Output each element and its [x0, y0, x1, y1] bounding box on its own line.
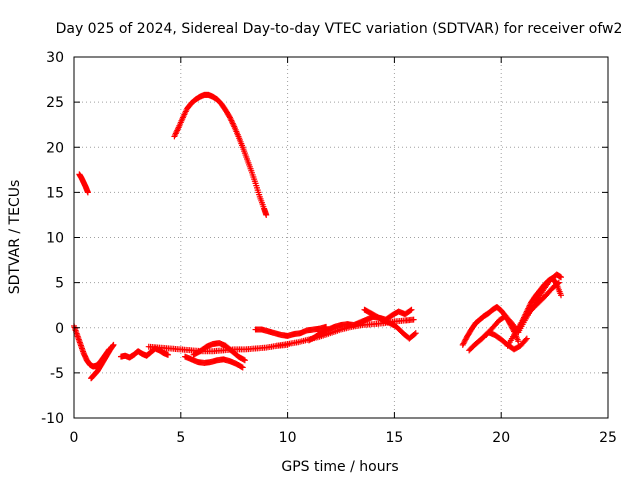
data-point: [238, 363, 245, 370]
y-tick-label: 20: [46, 140, 64, 156]
data-point: [412, 330, 419, 337]
y-tick-label: 10: [46, 231, 64, 247]
data-point: [558, 274, 565, 281]
data-point: [554, 280, 561, 287]
data-point: [522, 336, 529, 343]
data-points: [71, 91, 565, 382]
series-arc-4: [88, 341, 117, 382]
grid: [74, 57, 608, 418]
y-tick-label: -10: [41, 411, 64, 427]
data-point: [84, 189, 91, 196]
y-tick-label: 5: [55, 276, 64, 292]
data-point: [410, 316, 417, 323]
data-point: [263, 211, 270, 218]
data-point: [408, 306, 415, 313]
y-tick-label: 15: [46, 185, 64, 201]
series-arc-1: [76, 171, 91, 196]
series-arc-11: [305, 306, 415, 344]
series-arc-12: [361, 306, 419, 342]
data-point: [523, 335, 530, 342]
data-point: [558, 292, 565, 299]
data-point: [239, 364, 246, 371]
series-arc-17: [504, 279, 562, 349]
data-point: [241, 357, 248, 364]
y-tick-label: 0: [55, 321, 64, 337]
data-point: [164, 351, 171, 358]
y-tick-label: -5: [50, 366, 64, 382]
series-arc-3: [71, 322, 113, 370]
data-point: [515, 338, 522, 345]
x-tick-label: 5: [176, 430, 185, 446]
x-tick-label: 0: [70, 430, 79, 446]
data-point: [411, 331, 418, 338]
x-axis-label: GPS time / hours: [281, 459, 398, 475]
x-tick-label: 25: [599, 430, 617, 446]
series-arc-2: [171, 91, 270, 218]
x-tick-label: 10: [279, 430, 297, 446]
series-arc-9: [252, 323, 330, 339]
series-arc-5: [117, 345, 171, 361]
data-point: [240, 356, 247, 363]
chart-title: Day 025 of 2024, Sidereal Day-to-day VTE…: [56, 21, 623, 37]
data-point: [110, 341, 117, 348]
series-arc-8: [190, 340, 248, 364]
x-tick-label: 15: [385, 430, 403, 446]
y-axis-label: SDTVAR / TECUs: [7, 180, 23, 295]
axes: 0 5 10 15 20 25 -10 -5 0 5 10 15 20 25 30: [41, 50, 617, 446]
series-arc-7: [182, 353, 246, 371]
y-tick-label: 30: [46, 50, 64, 66]
y-tick-label: 25: [46, 95, 64, 111]
data-point: [555, 279, 562, 286]
x-tick-label: 20: [492, 430, 510, 446]
data-point: [407, 307, 414, 314]
